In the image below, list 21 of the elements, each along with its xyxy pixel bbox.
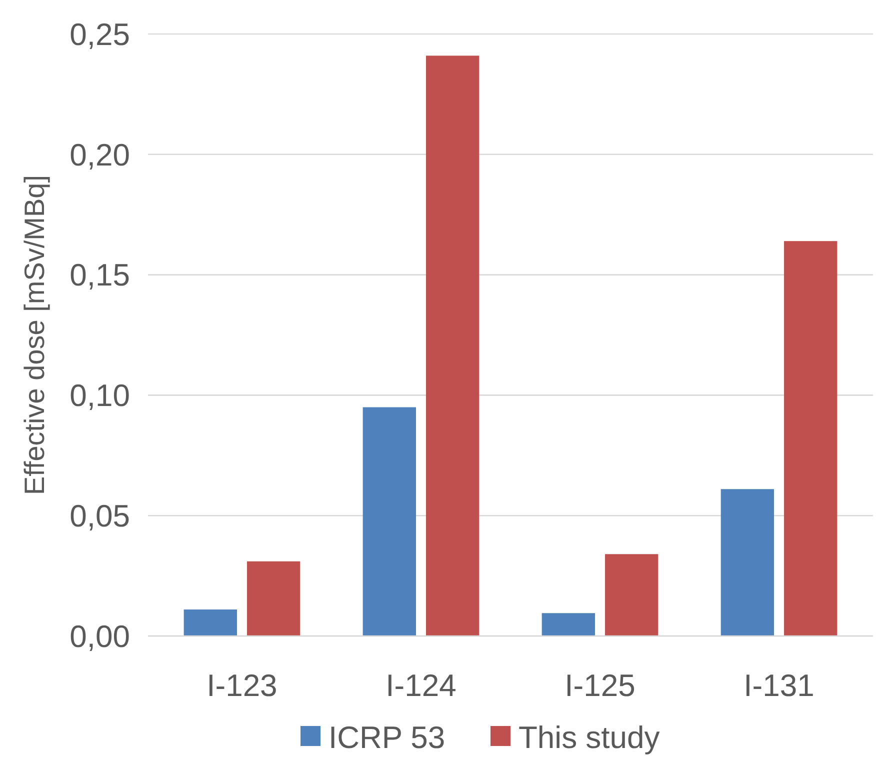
y-tick-label: 0,15 — [70, 258, 130, 293]
y-axis-title: Effective dose [mSv/MBq] — [19, 174, 50, 496]
y-tick-label: 0,05 — [70, 498, 130, 534]
bar — [184, 610, 237, 636]
bar — [246, 561, 300, 636]
x-tick-label: I-125 — [564, 668, 636, 703]
bar — [426, 56, 480, 636]
y-tick-label: 0,20 — [70, 137, 130, 172]
bar — [362, 407, 416, 636]
legend-label: ICRP 53 — [328, 720, 446, 755]
y-tick-label: 0,10 — [70, 378, 130, 414]
x-tick-label: I-123 — [206, 668, 278, 703]
x-tick-label: I-131 — [744, 668, 814, 703]
bar — [784, 241, 838, 636]
y-tick-label: 0,25 — [70, 16, 130, 52]
bar — [542, 613, 596, 636]
legend-label: This study — [518, 720, 660, 755]
bar — [720, 489, 774, 636]
bar — [605, 554, 658, 636]
y-tick-label: 0,00 — [70, 618, 130, 654]
x-tick-label: I-124 — [386, 668, 456, 703]
